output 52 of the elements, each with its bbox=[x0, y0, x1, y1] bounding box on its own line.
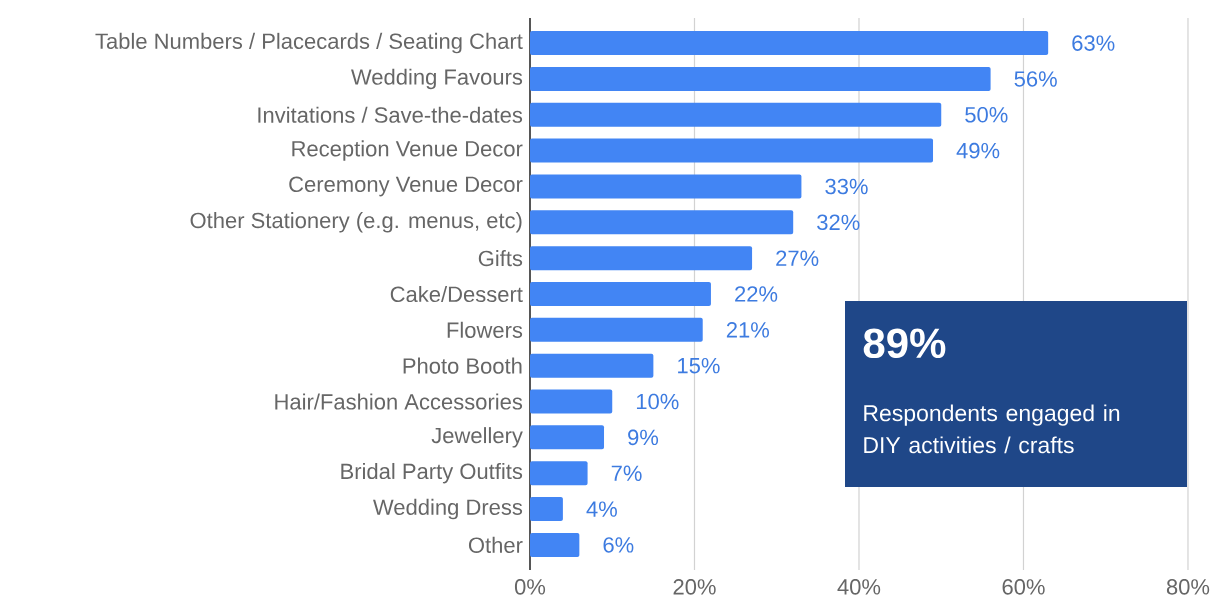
annotation: 89% bbox=[863, 328, 946, 359]
bar bbox=[530, 102, 942, 127]
y-tick-label: Gifts bbox=[478, 250, 523, 267]
bar bbox=[530, 246, 753, 271]
y-tick-label: Table Numbers / Placecards / Seating Chart bbox=[95, 32, 523, 54]
y-tick-label: Hair/Fashion Accessories bbox=[275, 393, 523, 410]
y-tick-label: Wedding Favours bbox=[351, 68, 523, 90]
data-label: 32% bbox=[817, 214, 860, 231]
data-label: 10% bbox=[636, 393, 679, 410]
bar bbox=[530, 461, 588, 486]
data-label: 50% bbox=[965, 107, 1008, 123]
bar bbox=[530, 532, 580, 557]
x-tick-label: 40% bbox=[837, 579, 881, 595]
bar bbox=[530, 425, 605, 450]
bar bbox=[530, 31, 1049, 56]
y-tick-label: Invitations / Save-the-dates bbox=[258, 106, 523, 123]
y-tick-label: Ceremony Venue Decor bbox=[289, 176, 523, 197]
bar bbox=[530, 281, 711, 306]
x-tick-label: 80% bbox=[1166, 579, 1210, 595]
y-tick-label: Photo Booth bbox=[403, 357, 522, 374]
data-label: 49% bbox=[956, 142, 1000, 159]
data-label: 33% bbox=[825, 178, 868, 195]
data-label: 22% bbox=[735, 286, 778, 302]
y-tick-label: Wedding Dress bbox=[373, 498, 523, 520]
bar bbox=[530, 66, 991, 91]
bar bbox=[530, 353, 654, 378]
data-label: 4% bbox=[586, 501, 617, 517]
annotation: Respondents engaged in DIY activities / crafts bbox=[864, 404, 1120, 454]
x-tick-label: 20% bbox=[673, 579, 716, 595]
bar bbox=[530, 497, 563, 522]
bar bbox=[530, 138, 934, 163]
bar bbox=[530, 389, 613, 414]
data-label: 27% bbox=[776, 250, 819, 266]
x-tick-label: 60% bbox=[1002, 579, 1045, 595]
data-label: 15% bbox=[678, 357, 720, 374]
data-label: 63% bbox=[1072, 35, 1115, 51]
data-label: 56% bbox=[1014, 71, 1057, 87]
y-tick-label: Other bbox=[468, 536, 523, 553]
y-tick-label: Bridal Party Outfits bbox=[341, 462, 523, 484]
y-tick-label: Other Stationery (e.g. menus, etc) bbox=[190, 212, 522, 233]
y-tick-label: Flowers bbox=[447, 321, 523, 338]
x-tick-label: 0% bbox=[514, 579, 546, 595]
data-label: 21% bbox=[726, 322, 770, 338]
y-tick-label: Jewellery bbox=[431, 427, 523, 448]
bar bbox=[530, 210, 794, 235]
data-label: 6% bbox=[603, 537, 634, 553]
data-label: 7% bbox=[611, 465, 642, 481]
bar bbox=[530, 174, 802, 199]
y-tick-label: Cake/Dessert bbox=[390, 285, 523, 303]
bar bbox=[530, 317, 703, 342]
y-tick-label: Reception Venue Decor bbox=[292, 140, 523, 161]
data-label: 9% bbox=[628, 429, 659, 446]
